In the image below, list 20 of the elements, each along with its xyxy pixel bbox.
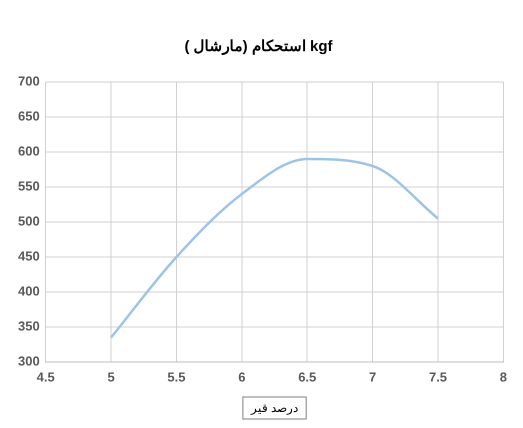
x-tick-label: 4.5 [36,369,55,384]
y-tick-label: 700 [18,74,40,89]
x-tick-label: 8 [500,369,507,384]
x-axis-title: درصد قیر [250,401,298,416]
chart-title: استحکام (مارشال ) kgf [184,38,334,56]
x-tick-label: 7 [369,369,376,384]
y-tick-label: 550 [18,178,40,194]
line-series [110,158,440,339]
x-tick-label: 7.5 [428,369,448,384]
y-tick-label: 500 [18,214,40,229]
y-tick-label: 350 [18,318,40,334]
x-tick-label: 5.5 [167,369,186,384]
y-tick-label: 400 [18,284,40,299]
y-tick-label: 600 [18,144,40,159]
x-tick-label: 6 [238,369,246,384]
y-tick-label: 650 [18,108,40,124]
y-tick-label: 450 [18,248,40,264]
x-tick-label: 6.5 [298,369,316,384]
x-tick-label: 5 [107,369,115,384]
y-tick-label: 300 [18,354,40,369]
